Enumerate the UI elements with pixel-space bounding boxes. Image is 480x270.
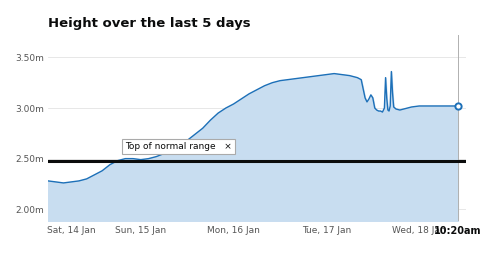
Text: Top of normal range   ×: Top of normal range × (125, 142, 232, 151)
Text: Height over the last 5 days: Height over the last 5 days (48, 17, 251, 30)
